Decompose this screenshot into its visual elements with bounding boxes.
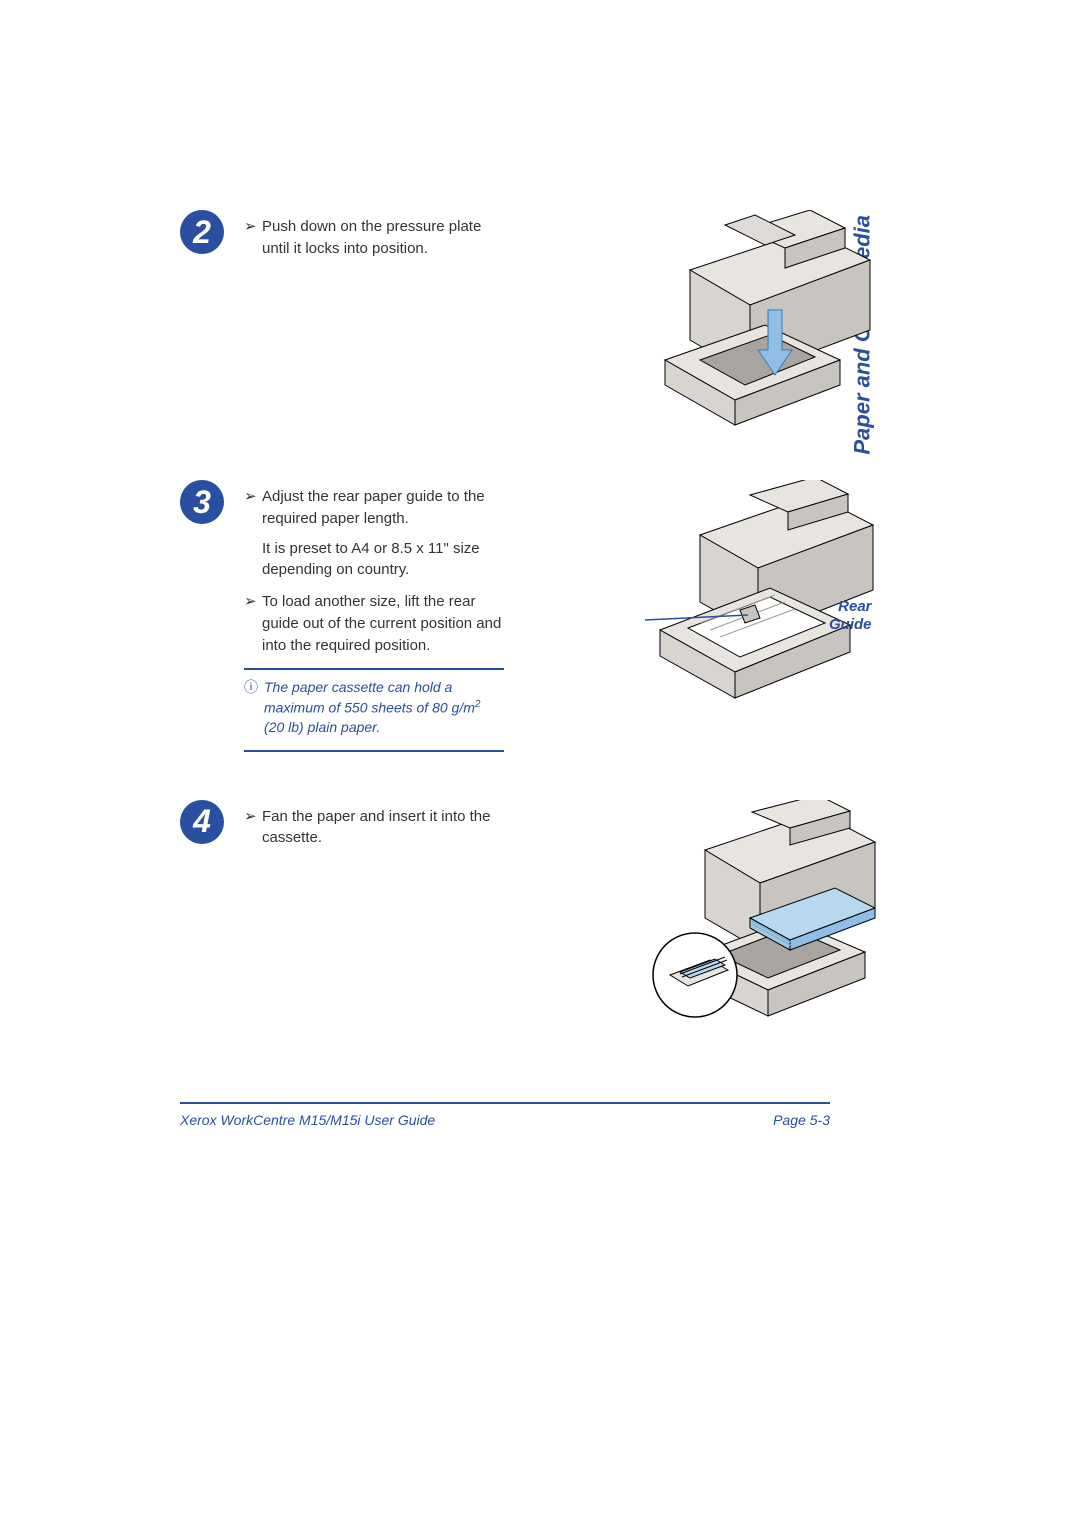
bullet-glyph: ➢: [244, 806, 262, 850]
step-4: 4 ➢ Fan the paper and insert it into the…: [180, 800, 900, 1030]
printer-illustration-3: [640, 480, 900, 710]
step-3-note: ⓘ The paper cassette can hold a maximum …: [244, 678, 504, 737]
step-number-2: 2: [180, 210, 224, 254]
step-4-image: [504, 800, 900, 1030]
printer-illustration-4: [640, 800, 900, 1030]
bullet-glyph: ➢: [244, 486, 262, 530]
step-number-4: 4: [180, 800, 224, 844]
footer-left: Xerox WorkCentre M15/M15i User Guide: [180, 1112, 435, 1128]
step-4-bullet-1: ➢ Fan the paper and insert it into the c…: [244, 806, 504, 850]
note-divider-bottom: [244, 750, 504, 752]
note-text: The paper cassette can hold a maximum of…: [264, 678, 504, 737]
note-superscript: 2: [475, 699, 481, 710]
step-2-text: ➢ Push down on the pressure plate until …: [244, 210, 504, 268]
page-footer: Xerox WorkCentre M15/M15i User Guide Pag…: [180, 1102, 830, 1128]
bullet-glyph: ➢: [244, 216, 262, 260]
step-3-bullet-2: ➢ To load another size, lift the rear gu…: [244, 591, 504, 656]
step-3: 3 ➢ Adjust the rear paper guide to the r…: [180, 480, 900, 760]
step-3-image: Rear Guide: [504, 480, 900, 710]
page-content: 2 ➢ Push down on the pressure plate unti…: [180, 210, 900, 1070]
step-3-bullet-1: ➢ Adjust the rear paper guide to the req…: [244, 486, 504, 530]
bullet-text: Adjust the rear paper guide to the requi…: [262, 486, 504, 530]
step-2-image: [504, 210, 900, 440]
note-part-1: The paper cassette can hold a maximum of…: [264, 679, 475, 715]
callout-line-1: Rear: [838, 598, 871, 615]
bullet-text: To load another size, lift the rear guid…: [262, 591, 504, 656]
step-2: 2 ➢ Push down on the pressure plate unti…: [180, 210, 900, 440]
callout-line-2: Guide: [829, 616, 872, 633]
note-part-2: (20 lb) plain paper.: [264, 719, 380, 735]
step-4-text: ➢ Fan the paper and insert it into the c…: [244, 800, 504, 858]
step-3-text: ➢ Adjust the rear paper guide to the req…: [244, 480, 504, 760]
step-3-plain: It is preset to A4 or 8.5 x 11" size dep…: [262, 538, 504, 582]
step-2-bullet-1: ➢ Push down on the pressure plate until …: [244, 216, 504, 260]
bullet-text: Push down on the pressure plate until it…: [262, 216, 504, 260]
bullet-text: Fan the paper and insert it into the cas…: [262, 806, 504, 850]
bullet-glyph: ➢: [244, 591, 262, 656]
step-number-3: 3: [180, 480, 224, 524]
note-divider-top: [244, 668, 504, 670]
info-icon: ⓘ: [244, 678, 264, 737]
printer-illustration-2: [640, 210, 900, 440]
footer-right: Page 5-3: [773, 1112, 830, 1128]
rear-guide-callout: Rear Guide: [829, 598, 872, 634]
